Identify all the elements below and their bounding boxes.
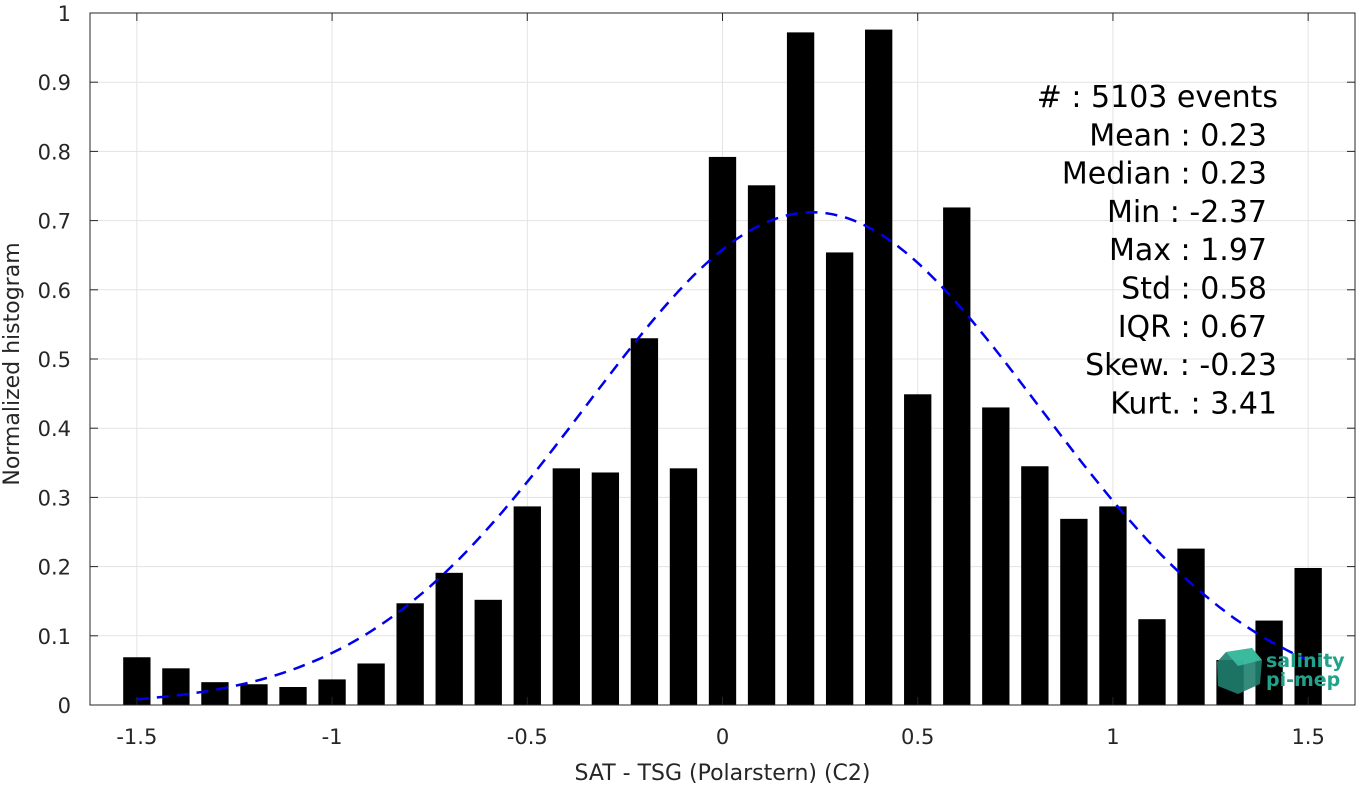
- y-tick-label: 0.3: [38, 486, 71, 510]
- histogram-bar: [669, 468, 698, 705]
- stat-line: Mean : 0.23: [1089, 118, 1267, 153]
- logo-text-line2: pi-mep: [1266, 669, 1340, 691]
- stat-line: Min : -2.37: [1107, 195, 1267, 230]
- histogram-bar: [786, 32, 815, 706]
- histogram-bar: [357, 663, 385, 705]
- x-axis-label: SAT - TSG (Polarstern) (C2): [574, 761, 870, 785]
- y-tick-label: 0.9: [38, 71, 71, 95]
- histogram-bar: [1294, 567, 1322, 705]
- histogram-bar: [513, 506, 541, 705]
- logo-cube-facet: [1226, 648, 1262, 666]
- x-tick-label: -1: [322, 725, 343, 749]
- stat-line: Median : 0.23: [1062, 157, 1267, 192]
- histogram-bar: [708, 156, 737, 705]
- y-tick-label: 1: [58, 2, 71, 26]
- histogram-bar: [904, 394, 932, 705]
- y-tick-label: 0.5: [38, 348, 71, 372]
- histogram-bar: [747, 185, 776, 706]
- y-tick-label: 0.2: [38, 556, 71, 580]
- histogram-bar: [396, 603, 424, 705]
- x-tick-label: 0.5: [901, 725, 934, 749]
- histogram-bar: [474, 599, 502, 705]
- x-tick-label: 0: [716, 725, 729, 749]
- stat-line: Skew. : -0.23: [1085, 348, 1277, 383]
- x-tick-label: 1.5: [1291, 725, 1324, 749]
- salinity-pimep-logo: salinity pi-mep: [1217, 648, 1345, 694]
- logo-text-line1: salinity: [1266, 650, 1345, 672]
- stat-line: IQR : 0.67: [1118, 310, 1267, 345]
- histogram-bar: [865, 29, 893, 706]
- histogram-bar: [825, 252, 854, 705]
- y-tick-label: 0.6: [38, 279, 71, 303]
- histogram-bar: [1177, 548, 1205, 705]
- x-tick-label: 1: [1106, 725, 1119, 749]
- histogram-bar: [240, 684, 268, 705]
- y-tick-label: 0.1: [38, 625, 71, 649]
- stat-line: Max : 1.97: [1109, 233, 1267, 268]
- histogram-bar: [591, 472, 620, 705]
- normal-fit-curve: [136, 211, 1309, 701]
- stat-line: Std : 0.58: [1121, 272, 1267, 307]
- y-tick-label: 0.7: [38, 210, 71, 234]
- histogram-bar: [552, 468, 580, 705]
- histogram-bar: [982, 407, 1010, 705]
- histogram-bar: [630, 338, 659, 705]
- histogram-bar: [1021, 466, 1049, 705]
- histogram-bar: [1099, 506, 1127, 705]
- histogram-bar: [279, 687, 307, 705]
- y-tick-label: 0: [58, 694, 71, 718]
- histogram-bar: [1138, 619, 1166, 705]
- y-tick-label: 0.8: [38, 140, 71, 164]
- stat-line: Kurt. : 3.41: [1110, 386, 1277, 421]
- histogram-bar: [435, 572, 463, 705]
- histogram-bar: [201, 682, 229, 705]
- y-tick-label: 0.4: [38, 417, 71, 441]
- x-tick-label: -1.5: [116, 725, 157, 749]
- y-axis-label: Normalized histogram: [0, 242, 25, 485]
- y-axis-ticks: 0 0.1 0.2 0.3 0.4 0.5 0.6 0.7 0.8 0.9 1: [38, 2, 1355, 718]
- histogram-bar: [1060, 518, 1088, 705]
- stat-line: # : 5103 events: [1037, 80, 1278, 115]
- histogram-bar: [943, 207, 971, 705]
- x-axis-ticks: -1.5 -1 -0.5 0 0.5 1 1.5: [116, 13, 1325, 749]
- x-tick-label: -0.5: [507, 725, 548, 749]
- histogram-bar: [162, 668, 190, 705]
